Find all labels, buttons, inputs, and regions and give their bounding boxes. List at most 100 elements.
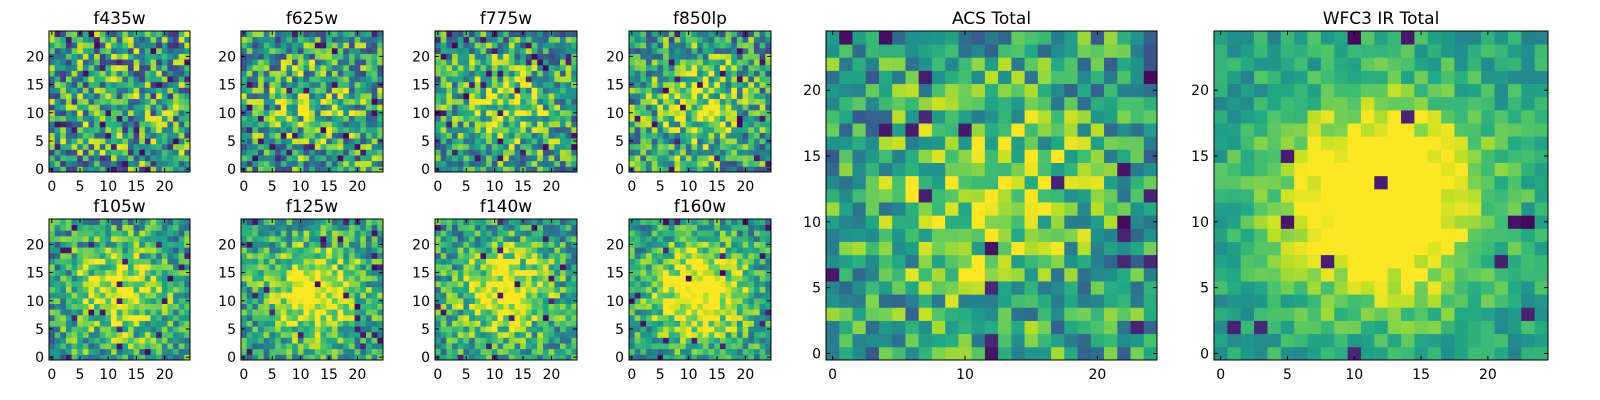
heatmap-cell bbox=[144, 104, 151, 111]
heatmap-cell bbox=[292, 87, 299, 94]
heatmap-cell bbox=[503, 348, 510, 355]
heatmap-cell bbox=[725, 42, 732, 49]
heatmap-cell bbox=[514, 138, 521, 145]
heatmap-cell bbox=[719, 70, 726, 77]
heatmap-cell bbox=[491, 337, 498, 344]
heatmap-cell bbox=[150, 337, 157, 344]
heatmap-cell bbox=[54, 36, 61, 43]
heatmap-cell bbox=[65, 292, 72, 299]
heatmap-cell bbox=[685, 297, 692, 304]
y-tick-label: 20 bbox=[218, 49, 236, 65]
heatmap-cell bbox=[252, 343, 259, 350]
heatmap-cell bbox=[275, 42, 282, 49]
heatmap-cell bbox=[144, 59, 151, 66]
heatmap-cell bbox=[748, 166, 755, 173]
axes-frame bbox=[434, 218, 578, 361]
heatmap-cell bbox=[326, 303, 333, 310]
heatmap-cell bbox=[697, 314, 704, 321]
heatmap-cell bbox=[497, 314, 504, 321]
heatmap-cell bbox=[685, 286, 692, 293]
heatmap-cell bbox=[314, 126, 321, 133]
heatmap-cell bbox=[82, 241, 89, 248]
heatmap-cell bbox=[742, 81, 749, 88]
heatmap-cell bbox=[320, 109, 327, 116]
heatmap-cell bbox=[452, 269, 459, 276]
heatmap-cell bbox=[753, 314, 761, 321]
heatmap-cell bbox=[178, 31, 185, 38]
heatmap-cell bbox=[736, 331, 743, 338]
heatmap-cell bbox=[463, 252, 470, 259]
heatmap-cell bbox=[77, 121, 84, 128]
heatmap-cell bbox=[71, 59, 78, 66]
heatmap-cell bbox=[525, 264, 532, 271]
heatmap-cell bbox=[668, 47, 675, 54]
heatmap-cell bbox=[348, 143, 355, 150]
heatmap-cell bbox=[542, 252, 549, 259]
heatmap-cell bbox=[49, 115, 56, 122]
heatmap-cell bbox=[337, 252, 344, 259]
heatmap-cell bbox=[514, 303, 521, 310]
heatmap-cell bbox=[640, 138, 647, 145]
heatmap-cell bbox=[122, 354, 129, 361]
heatmap-cell bbox=[520, 36, 527, 43]
heatmap-cell bbox=[275, 104, 282, 111]
heatmap-cell bbox=[371, 31, 378, 38]
heatmap-cell bbox=[680, 348, 687, 355]
heatmap-cell bbox=[161, 121, 168, 128]
heatmap-cell bbox=[252, 138, 259, 145]
heatmap-cell bbox=[748, 314, 755, 321]
heatmap-cell bbox=[371, 59, 378, 66]
heatmap-cell bbox=[77, 104, 84, 111]
heatmap-cell bbox=[452, 247, 459, 254]
heatmap-cell bbox=[303, 160, 310, 167]
heatmap-cell bbox=[309, 258, 316, 265]
heatmap-cell bbox=[156, 93, 163, 100]
heatmap-cell bbox=[337, 331, 344, 338]
heatmap-cell bbox=[343, 87, 350, 94]
heatmap-cell bbox=[525, 331, 532, 338]
heatmap-cell bbox=[719, 31, 726, 38]
heatmap-cell bbox=[337, 314, 344, 321]
heatmap-cell bbox=[263, 337, 270, 344]
heatmap-cell bbox=[463, 247, 470, 254]
heatmap-cell bbox=[435, 93, 442, 100]
heatmap-cell bbox=[88, 224, 95, 231]
heatmap-cell bbox=[514, 252, 521, 259]
heatmap-cell bbox=[663, 76, 670, 83]
heatmap-cell bbox=[241, 64, 248, 71]
heatmap-cell bbox=[178, 264, 185, 271]
heatmap-cell bbox=[94, 98, 101, 105]
heatmap-cell bbox=[708, 42, 715, 49]
heatmap-cell bbox=[719, 286, 726, 293]
heatmap-cell bbox=[463, 42, 470, 49]
heatmap-cell bbox=[127, 59, 134, 66]
heatmap-cell bbox=[99, 93, 106, 100]
heatmap-cell bbox=[486, 354, 493, 361]
heatmap-cell bbox=[708, 286, 715, 293]
heatmap-cell bbox=[680, 126, 687, 133]
heatmap-cell bbox=[348, 269, 355, 276]
heatmap-cell bbox=[133, 286, 140, 293]
heatmap-cell bbox=[508, 42, 515, 49]
heatmap-cell bbox=[54, 138, 61, 145]
heatmap-cell bbox=[753, 320, 761, 327]
y-tick-label: 10 bbox=[218, 294, 236, 310]
heatmap-cell bbox=[77, 286, 84, 293]
heatmap-cell bbox=[343, 297, 350, 304]
heatmap-cell bbox=[435, 331, 442, 338]
heatmap-cell bbox=[531, 326, 538, 333]
heatmap-cell bbox=[292, 326, 299, 333]
heatmap-cell bbox=[668, 42, 675, 49]
heatmap-cell bbox=[525, 143, 532, 150]
heatmap-cell bbox=[156, 53, 163, 60]
heatmap-cell bbox=[680, 292, 687, 299]
heatmap-cell bbox=[474, 47, 481, 54]
heatmap-cell bbox=[452, 160, 459, 167]
heatmap-cell bbox=[708, 109, 715, 116]
heatmap-cell bbox=[178, 303, 185, 310]
heatmap-cell bbox=[674, 343, 681, 350]
heatmap-cell bbox=[156, 47, 163, 54]
heatmap-cell bbox=[497, 235, 504, 242]
heatmap-cell bbox=[457, 121, 464, 128]
